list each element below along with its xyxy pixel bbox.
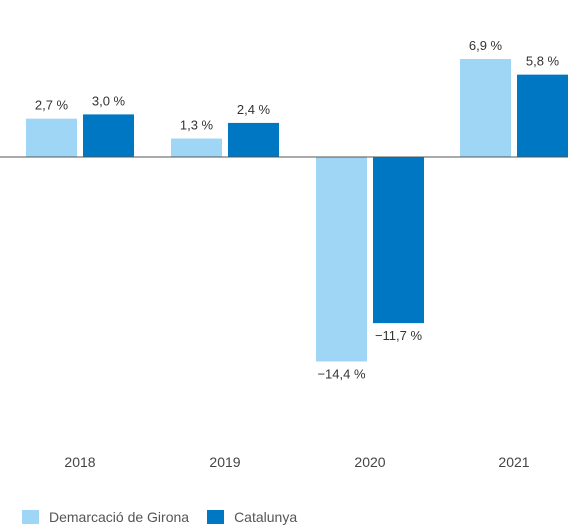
legend-label-catalunya: Catalunya [234,509,298,525]
bar-catalunya-2020 [373,157,424,324]
legend-item-girona: Demarcació de Girona [22,509,189,525]
bar-catalunya-2019 [228,122,279,157]
data-label-girona-2018: 2,7 % [35,98,69,113]
x-tick-label-2018: 2018 [64,454,95,470]
bar-catalunya-2018 [83,114,134,157]
data-label-catalunya-2019: 2,4 % [237,102,271,117]
x-tick-label-2020: 2020 [354,454,385,470]
x-tick-label-2021: 2021 [498,454,529,470]
data-label-girona-2020: −14,4 % [317,366,366,381]
bar-catalunya-2021 [517,74,568,157]
chart-legend: Demarcació de Girona Catalunya [22,509,315,525]
legend-swatch-catalunya [207,510,225,524]
legend-item-catalunya: Catalunya [207,509,297,525]
legend-label-girona: Demarcació de Girona [49,509,190,525]
bar-girona-2021 [460,59,511,157]
data-label-girona-2019: 1,3 % [180,118,214,133]
data-label-catalunya-2021: 5,8 % [526,54,560,69]
x-tick-label-2019: 2019 [209,454,240,470]
data-label-girona-2021: 6,9 % [469,38,503,53]
bar-girona-2020 [316,157,367,362]
legend-swatch-girona [22,510,39,524]
data-label-catalunya-2020: −11,7 % [375,328,423,343]
bar-girona-2018 [26,118,77,157]
data-label-catalunya-2018: 3,0 % [92,93,126,108]
bar-girona-2019 [171,138,222,157]
